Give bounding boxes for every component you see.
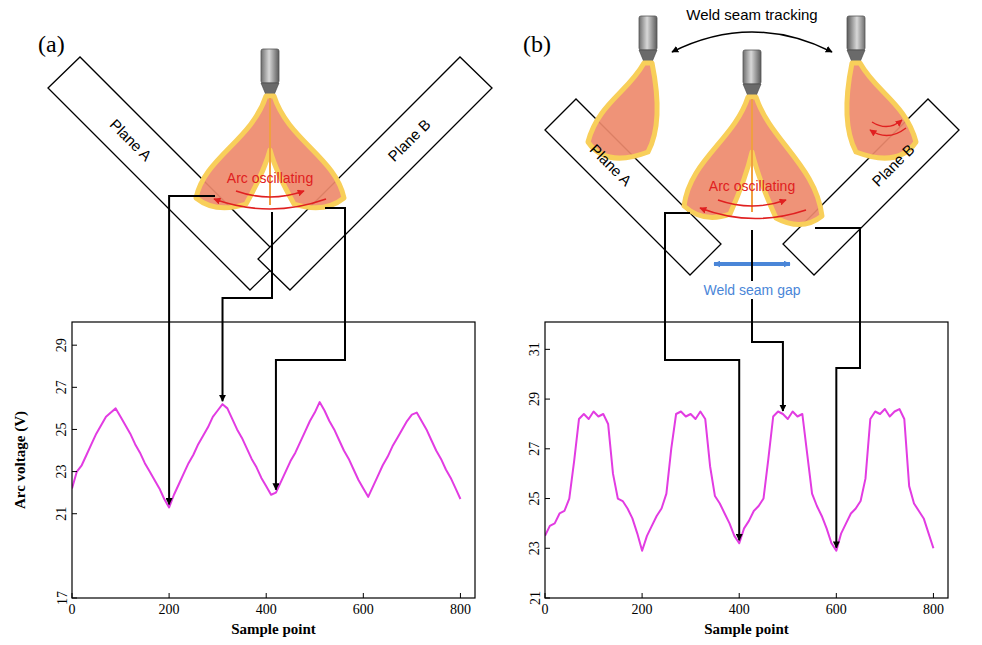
x-axis-title: Sample point — [704, 621, 789, 637]
y-tick — [545, 598, 550, 599]
connector-arrow — [752, 230, 783, 411]
oscillation-arrow — [872, 120, 902, 127]
y-tick — [72, 513, 77, 514]
y-tick-label: 25 — [55, 422, 70, 436]
tracking-label: Weld seam tracking — [686, 6, 817, 23]
y-tick-label: 23 — [55, 465, 70, 479]
y-tick-label: 29 — [55, 338, 70, 352]
torch — [261, 49, 279, 95]
y-tick-label: 27 — [55, 380, 70, 394]
torch-body — [847, 16, 865, 50]
y-tick — [545, 548, 550, 549]
arc-flame — [196, 96, 344, 208]
x-tick — [836, 593, 837, 598]
gap-label: Weld seam gap — [703, 282, 800, 298]
x-tick-label: 600 — [353, 602, 374, 617]
connector-arrow — [276, 208, 345, 490]
y-tick-label: 17 — [55, 591, 70, 605]
plot-frame — [545, 322, 948, 598]
oscillation-arrow — [236, 191, 304, 197]
diagram-a: (a) Plane A Plane B Arc oscillating — [38, 31, 492, 504]
x-tick — [642, 593, 643, 598]
y-tick — [72, 387, 77, 388]
x-tick-label: 0 — [542, 602, 549, 617]
x-tick-label: 0 — [69, 602, 76, 617]
y-axis-title: Arc voltage (V) — [12, 411, 29, 509]
y-tick — [545, 399, 550, 400]
panel-label: (b) — [523, 31, 551, 57]
x-tick — [545, 593, 546, 598]
plane-label: Plane B — [384, 115, 433, 164]
torch — [847, 16, 865, 62]
x-tick — [169, 593, 170, 598]
x-tick-label: 800 — [923, 602, 944, 617]
arc-oscillating-label: Arc oscillating — [709, 178, 795, 194]
y-tick-label: 21 — [55, 507, 70, 521]
arc-core — [269, 98, 271, 205]
x-tick — [266, 593, 267, 598]
x-tick-label: 400 — [729, 602, 750, 617]
figure: 17 21 23 25 27 29 0 200 400 600 800 Sample point Arc… — [0, 0, 982, 645]
x-tick — [739, 593, 740, 598]
x-tick-label: 200 — [632, 602, 653, 617]
torch-body — [261, 49, 279, 83]
tracking-arrow — [672, 32, 832, 52]
x-axis-title: Sample point — [231, 621, 316, 637]
voltage-line — [72, 402, 460, 507]
y-tick-label: 27 — [528, 442, 543, 456]
torch-body — [743, 50, 761, 84]
connector-arrow — [169, 196, 215, 504]
oscillation-arrow — [214, 199, 326, 209]
label-patch — [700, 281, 803, 299]
x-tick-label: 600 — [826, 602, 847, 617]
chart: 17 21 23 25 27 29 0 200 400 600 800 Sample point Arc… — [12, 322, 475, 637]
y-tick — [72, 471, 77, 472]
x-tick — [363, 593, 364, 598]
torch-body — [639, 16, 657, 50]
y-tick — [72, 345, 77, 346]
x-tick-label: 400 — [256, 602, 277, 617]
connector-arrow — [223, 212, 272, 401]
y-tick — [545, 349, 550, 350]
oscillation-arrow — [870, 128, 906, 136]
plane-label: Plane A — [587, 141, 636, 190]
x-tick — [933, 593, 934, 598]
oscillation-arrow — [718, 200, 786, 206]
arc-oscillating-label: Arc oscillating — [227, 170, 313, 186]
plot-frame — [72, 322, 475, 598]
arc-flame — [684, 97, 822, 225]
x-tick — [72, 593, 73, 598]
diagram-b: (b) Weld seam tracking Plane A Plane B Arc o… — [523, 6, 959, 548]
x-tick — [460, 593, 461, 598]
y-tick-label: 25 — [528, 492, 543, 506]
torch — [743, 50, 761, 96]
y-tick-label: 23 — [528, 541, 543, 555]
x-tick-label: 800 — [450, 602, 471, 617]
connector-arrow — [815, 228, 860, 548]
plot-area — [72, 402, 460, 507]
oscillation-arrow — [700, 208, 806, 219]
y-tick — [545, 448, 550, 449]
torch — [639, 16, 657, 62]
y-tick-label: 31 — [528, 342, 543, 356]
torch-tip — [743, 84, 761, 96]
torch-tip — [261, 83, 279, 95]
y-tick-label: 21 — [528, 591, 543, 605]
connector-arrow — [665, 213, 739, 540]
torch-tip — [847, 50, 865, 62]
y-tick — [72, 598, 77, 599]
plane-label: Plane A — [107, 116, 156, 165]
plane-label: Plane B — [868, 140, 917, 189]
panel-label: (a) — [38, 31, 65, 57]
y-tick — [545, 498, 550, 499]
y-tick-label: 29 — [528, 392, 543, 406]
y-tick — [72, 429, 77, 430]
chart: 21 23 25 27 29 31 0 200 400 600 800 Sample point — [528, 322, 949, 637]
torch-tip — [639, 50, 657, 62]
x-tick-label: 200 — [159, 602, 180, 617]
arc-core — [751, 99, 753, 212]
